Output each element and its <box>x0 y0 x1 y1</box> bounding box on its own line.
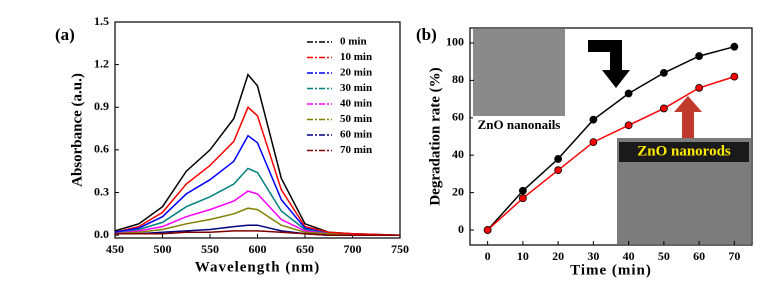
y-tick-label: 80 <box>452 72 464 86</box>
data-point <box>659 104 668 113</box>
y-tick-label: 1.2 <box>94 56 109 70</box>
legend-label: 70 min <box>340 144 372 156</box>
x-tick-label: 70 <box>728 249 740 263</box>
legend-label: 50 min <box>340 113 372 125</box>
annotation: ZnO nanonails <box>478 117 561 132</box>
legend-label: 10 min <box>340 51 372 63</box>
data-point <box>695 52 704 60</box>
data-point <box>589 138 598 147</box>
x-axis-label: Time (min) <box>570 262 652 278</box>
series-line <box>115 230 400 236</box>
legend-label: 20 min <box>340 67 372 79</box>
panel-label: (b) <box>416 25 437 44</box>
annotation-box <box>619 142 749 162</box>
x-tick-label: 450 <box>106 242 124 256</box>
data-point <box>554 166 563 175</box>
data-point <box>659 68 668 77</box>
x-tick-label: 600 <box>249 242 267 256</box>
y-tick-label: 0.3 <box>94 184 109 198</box>
y-tick-label: 0.9 <box>94 99 109 113</box>
x-tick-label: 20 <box>552 249 564 263</box>
data-point <box>483 226 492 234</box>
arrow <box>588 40 630 88</box>
series-line <box>114 190 400 236</box>
y-tick-label: 0.6 <box>94 142 109 156</box>
data-point <box>624 121 633 130</box>
annotation: ZnO nanorods <box>637 143 731 159</box>
y-axis-label: Absorbance (a.u.) <box>69 73 85 187</box>
data-point <box>730 42 739 51</box>
y-tick-label: 20 <box>452 184 464 198</box>
x-tick-label: 0 <box>485 249 491 263</box>
series-line <box>114 207 400 236</box>
x-tick-label: 50 <box>658 249 670 263</box>
y-tick-label: 1.5 <box>94 14 109 28</box>
y-tick-label: 40 <box>452 147 464 161</box>
panel-label: (a) <box>55 25 75 44</box>
legend-label: 40 min <box>340 98 372 110</box>
x-tick-label: 40 <box>623 249 635 263</box>
x-tick-label: 750 <box>391 242 409 256</box>
annotation-box <box>473 116 565 136</box>
y-tick-label: 0 <box>458 222 464 236</box>
arrow <box>674 96 702 138</box>
data-point <box>730 72 739 81</box>
data-point <box>518 194 527 203</box>
y-tick-label: 0.0 <box>94 227 109 241</box>
plot-frame <box>469 27 753 246</box>
x-axis-label: Wavelength (nm) <box>195 259 320 275</box>
sem-image <box>473 29 565 121</box>
x-tick-label: 550 <box>201 242 219 256</box>
y-axis-label: Degradation rate (%) <box>427 67 443 205</box>
data-point <box>554 155 563 163</box>
data-point <box>589 115 598 124</box>
data-point <box>695 83 704 92</box>
series-line <box>487 75 735 231</box>
legend-label: 0 min <box>340 36 367 48</box>
x-tick-label: 10 <box>517 249 529 263</box>
x-tick-label: 30 <box>587 249 599 263</box>
y-tick-label: 100 <box>446 35 464 49</box>
x-tick-label: 500 <box>154 242 172 256</box>
x-tick-label: 60 <box>693 249 705 263</box>
legend-label: 60 min <box>340 129 372 141</box>
x-tick-label: 650 <box>296 242 314 256</box>
x-tick-label: 700 <box>344 242 362 256</box>
legend-label: 30 min <box>340 82 372 94</box>
series-line <box>487 45 735 231</box>
data-point <box>518 186 527 195</box>
y-tick-label: 60 <box>452 110 464 124</box>
data-point <box>624 89 633 98</box>
series-line <box>114 106 401 236</box>
